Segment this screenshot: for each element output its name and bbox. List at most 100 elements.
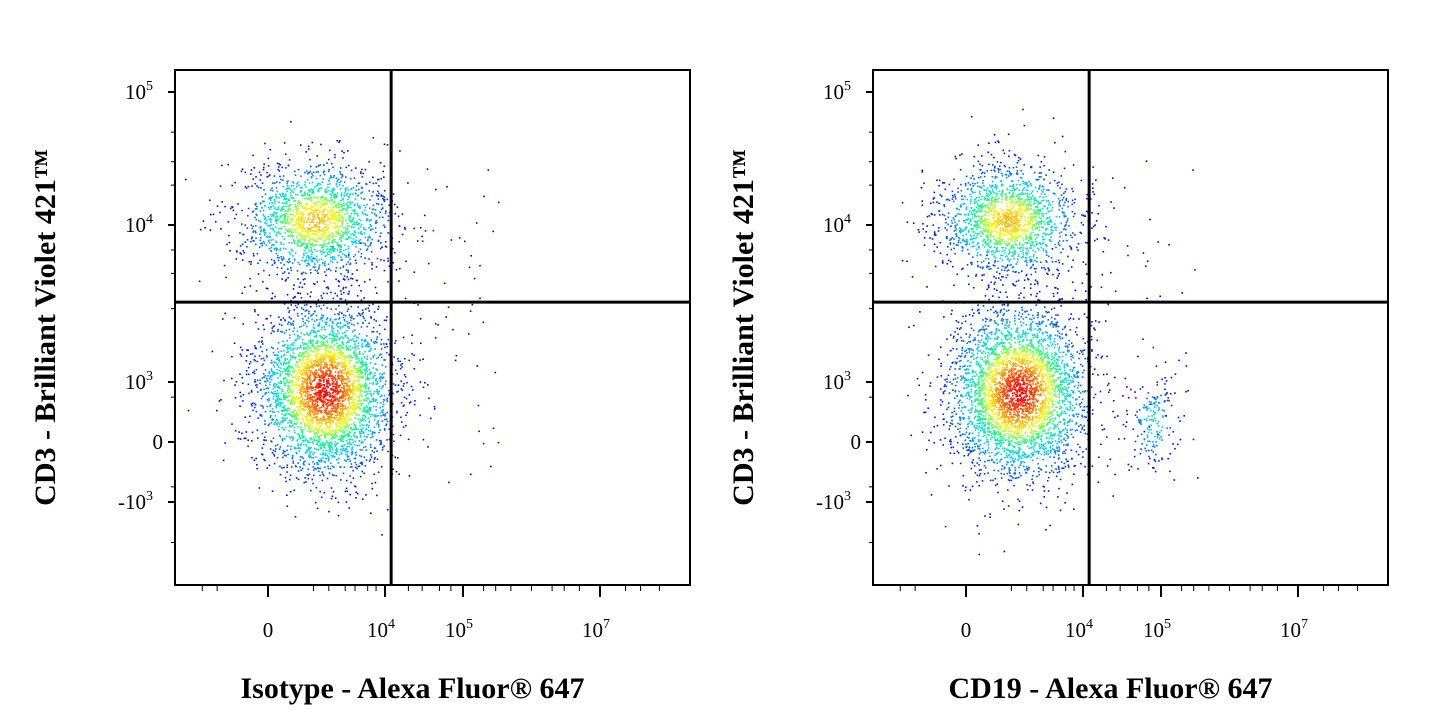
event-dot (282, 409, 285, 412)
event-dot (325, 274, 327, 277)
event-dot (320, 417, 323, 420)
event-dot (355, 451, 357, 453)
event-dot (323, 354, 325, 356)
event-dot (294, 229, 296, 232)
event-dot (319, 318, 321, 321)
event-dot (303, 443, 305, 446)
event-dot (351, 411, 354, 413)
event-dot (304, 363, 307, 365)
event-dot (361, 176, 364, 178)
event-dot (383, 200, 386, 202)
event-dot (282, 394, 285, 396)
event-dot (290, 323, 293, 326)
event-dot (356, 353, 358, 356)
event-dot (379, 373, 381, 375)
event-dot (286, 464, 289, 466)
event-dot (282, 195, 285, 198)
event-dot (371, 432, 374, 435)
event-dot (337, 425, 339, 428)
event-dot (269, 404, 271, 407)
event-dot (336, 139, 338, 142)
event-dot (318, 393, 320, 395)
event-dot (328, 510, 330, 513)
event-dot (342, 407, 345, 409)
event-dot (294, 357, 296, 360)
event-dot (309, 208, 312, 210)
event-dot (332, 258, 334, 260)
event-dot (361, 191, 363, 194)
event-dot (366, 424, 368, 426)
event-dot (295, 229, 297, 231)
event-dot (256, 214, 258, 217)
event-dot (358, 454, 361, 457)
event-dot (320, 447, 322, 449)
event-dot (347, 458, 349, 461)
event-dot (293, 344, 295, 347)
event-dot (337, 225, 339, 228)
event-dot (276, 386, 278, 388)
event-dot (287, 369, 290, 372)
event-dot (377, 471, 380, 474)
event-dot (360, 299, 363, 301)
event-dot (380, 232, 382, 234)
event-dot (308, 242, 311, 244)
event-dot (285, 205, 288, 207)
event-dot (247, 439, 249, 441)
event-dot (318, 324, 321, 326)
event-dot (345, 460, 347, 462)
event-dot (286, 435, 288, 438)
event-dot (378, 332, 381, 335)
event-dot (349, 460, 352, 462)
event-dot (342, 249, 345, 252)
event-dot (291, 231, 293, 234)
event-dot (279, 221, 282, 223)
event-dot (269, 225, 271, 227)
event-dot (358, 228, 360, 230)
event-dot (355, 463, 358, 466)
event-dot (307, 257, 310, 259)
event-dot (326, 412, 329, 414)
event-dot (330, 441, 333, 444)
event-dot (329, 446, 332, 448)
event-dot (344, 187, 346, 190)
event-dot (345, 203, 348, 206)
event-dot (256, 360, 258, 363)
event-dot (328, 350, 331, 353)
event-dot (342, 185, 344, 187)
event-dot (314, 365, 317, 367)
event-dot (247, 349, 249, 352)
event-dot (292, 438, 295, 440)
event-dot (269, 314, 272, 317)
event-dot (366, 377, 369, 380)
event-dot (318, 399, 321, 401)
event-dot (300, 442, 302, 445)
event-dot (317, 359, 320, 361)
event-dot (293, 356, 296, 359)
event-dot (361, 463, 363, 466)
event-dot (241, 376, 243, 379)
event-dot (269, 381, 271, 383)
event-dot (287, 373, 290, 375)
event-dot (343, 244, 346, 246)
event-dot (336, 459, 338, 461)
event-dot (281, 222, 283, 224)
event-dot (349, 431, 351, 434)
event-dot (302, 278, 305, 281)
event-dot (254, 384, 257, 387)
event-dot (336, 398, 339, 401)
event-dot (325, 198, 327, 200)
event-dot (284, 222, 286, 224)
event-dot (349, 390, 352, 392)
event-dot (294, 206, 296, 208)
event-dot (293, 200, 295, 202)
event-dot (309, 393, 311, 396)
event-dot (288, 407, 291, 410)
event-dot (350, 221, 352, 223)
event-dot (252, 225, 254, 228)
event-dot (323, 393, 325, 396)
event-dot (331, 413, 334, 415)
event-dot (260, 415, 263, 417)
event-dot (338, 400, 341, 403)
event-dot (293, 333, 296, 336)
event-dot (367, 417, 370, 419)
